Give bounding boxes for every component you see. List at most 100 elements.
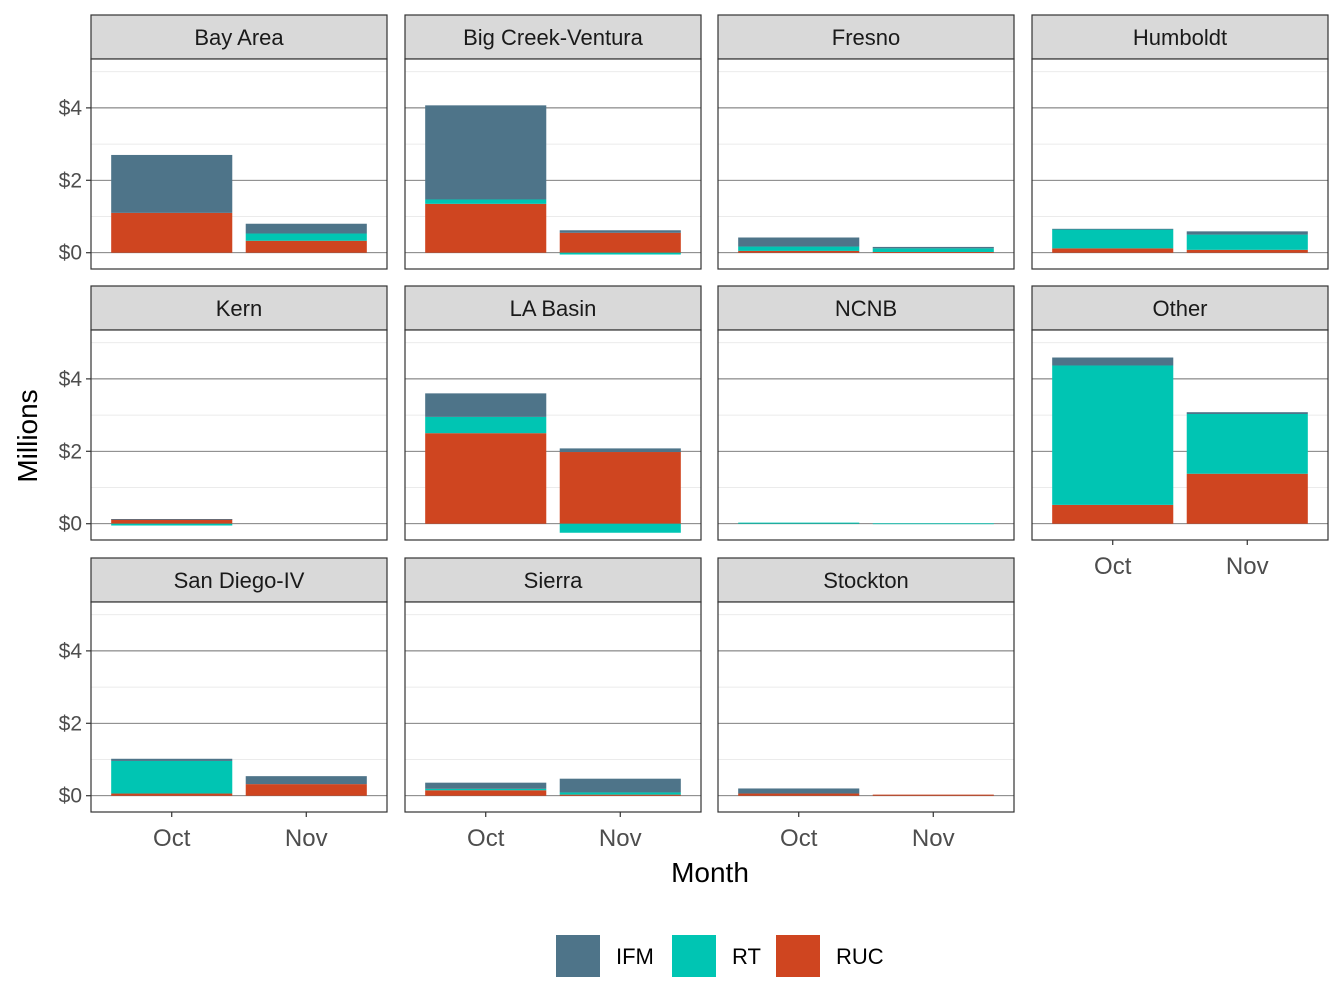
- bar-la-basin-nov-rt: [559, 523, 681, 533]
- bar-bay-area-oct-ruc: [111, 212, 233, 253]
- bar-other-nov-ifm: [1186, 412, 1308, 414]
- panel-border-san-diego-iv: [90, 601, 388, 813]
- strip-label-kern: Kern: [216, 296, 262, 321]
- plot-area-sierra: [405, 602, 701, 812]
- x-tick-label: Oct: [780, 825, 818, 852]
- legend-key-rt: [672, 935, 716, 977]
- legend-label-ruc: RUC: [836, 944, 884, 969]
- bar-humboldt-oct-ifm: [1052, 228, 1174, 230]
- bar-sierra-oct-ifm: [425, 782, 547, 789]
- bar-kern-oct-ifm: [111, 519, 233, 520]
- bar-humboldt-oct-rt: [1052, 229, 1174, 249]
- bar-bay-area-nov-rt: [245, 233, 367, 241]
- bar-ncnb-nov-rt: [872, 523, 994, 525]
- bar-la-basin-nov-ifm: [559, 448, 681, 453]
- strip-label-fresno: Fresno: [832, 25, 900, 50]
- bar-sierra-nov-ruc: [559, 794, 681, 796]
- bar-san-diego-iv-nov-ifm: [245, 776, 367, 785]
- y-tick-label: $4: [59, 368, 83, 391]
- bar-big-creek-ventura-nov-ifm: [559, 230, 681, 233]
- bar-big-creek-ventura-nov-rt: [559, 252, 681, 255]
- strip-fresno: [717, 14, 1015, 60]
- bar-fresno-oct-ruc: [738, 250, 860, 253]
- bar-stockton-nov-ruc: [872, 794, 994, 796]
- strip-label-other: Other: [1152, 296, 1207, 321]
- bar-humboldt-nov-ifm: [1186, 231, 1308, 235]
- y-tick-label: $0: [59, 242, 82, 265]
- strip-la-basin: [404, 285, 702, 331]
- bar-san-diego-iv-oct-ruc: [111, 793, 233, 796]
- strip-label-humboldt: Humboldt: [1133, 25, 1227, 50]
- bar-stockton-oct-ruc: [738, 793, 860, 796]
- legend-key-ruc: [776, 935, 820, 977]
- bar-fresno-nov-rt: [872, 248, 994, 252]
- y-tick-label: $2: [59, 169, 82, 192]
- panel-sierra: Sierra Oct Nov: [404, 557, 702, 852]
- bar-kern-oct-rt: [111, 523, 233, 526]
- panel-border-fresno: [717, 58, 1015, 270]
- panel-border-other: [1031, 329, 1329, 541]
- bar-big-creek-ventura-oct-rt: [425, 199, 547, 204]
- x-tick-label: Oct: [1094, 553, 1132, 580]
- bar-humboldt-nov-ruc: [1186, 249, 1308, 253]
- bar-other-oct-rt: [1052, 365, 1174, 505]
- y-tick-label: $2: [59, 440, 82, 463]
- x-tick-label: Nov: [599, 825, 642, 852]
- y-tick-label: $2: [59, 712, 82, 735]
- plot-area-stockton: [718, 602, 1014, 812]
- strip-humboldt: [1031, 14, 1329, 60]
- y-tick-label: $4: [59, 97, 83, 120]
- bar-bay-area-nov-ruc: [245, 240, 367, 253]
- panel-big-creek-ventura: Big Creek-Ventura: [404, 14, 702, 270]
- strip-label-la-basin: LA Basin: [510, 296, 597, 321]
- bar-fresno-oct-rt: [738, 246, 860, 251]
- bar-other-nov-ruc: [1186, 473, 1308, 524]
- legend-label-ifm: IFM: [616, 944, 654, 969]
- strip-kern: [90, 285, 388, 331]
- panel-border-big-creek-ventura: [404, 58, 702, 270]
- plot-area-kern: [91, 330, 387, 540]
- panel-border-la-basin: [404, 329, 702, 541]
- bar-sierra-nov-rt: [559, 792, 681, 795]
- x-tick-label: Oct: [467, 825, 505, 852]
- facet-panels: Bay Area $0 $2 $4 Big Creek-Ventura Fresno Hum…: [59, 14, 1329, 852]
- bar-big-creek-ventura-oct-ifm: [425, 105, 547, 200]
- strip-stockton: [717, 557, 1015, 603]
- legend-key-ifm: [556, 935, 600, 977]
- bar-sierra-nov-ifm: [559, 778, 681, 793]
- legend: IFM RT RUC: [556, 935, 884, 977]
- bar-humboldt-oct-ruc: [1052, 248, 1174, 253]
- legend-label-rt: RT: [732, 944, 761, 969]
- panel-border-ncnb: [717, 329, 1015, 541]
- panel-ncnb: NCNB: [717, 285, 1015, 541]
- strip-san-diego-iv: [90, 557, 388, 603]
- panel-border-humboldt: [1031, 58, 1329, 270]
- panel-border-stockton: [717, 601, 1015, 813]
- panel-other: Other Oct Nov: [1031, 285, 1329, 580]
- bar-la-basin-oct-ruc: [425, 433, 547, 524]
- strip-sierra: [404, 557, 702, 603]
- strip-bay-area: [90, 14, 388, 60]
- plot-area-ncnb: [718, 330, 1014, 540]
- x-tick-label: Nov: [912, 825, 955, 852]
- strip-label-bay-area: Bay Area: [194, 25, 284, 50]
- panel-stockton: Stockton Oct Nov: [717, 557, 1015, 852]
- strip-label-ncnb: NCNB: [835, 296, 897, 321]
- panel-san-diego-iv: San Diego-IV $0 $2 $4 Oct Nov: [59, 557, 388, 852]
- bar-big-creek-ventura-oct-ruc: [425, 203, 547, 253]
- bar-ncnb-oct-rt: [738, 522, 860, 524]
- bar-big-creek-ventura-nov-ruc: [559, 232, 681, 253]
- x-axis-title: Month: [671, 857, 749, 888]
- bar-bay-area-nov-ifm: [245, 223, 367, 234]
- strip-other: [1031, 285, 1329, 331]
- bar-other-oct-ifm: [1052, 357, 1174, 366]
- panel-border-bay-area: [90, 58, 388, 270]
- panel-border-kern: [90, 329, 388, 541]
- bar-sierra-oct-ruc: [425, 790, 547, 796]
- strip-label-stockton: Stockton: [823, 568, 909, 593]
- panel-la-basin: LA Basin: [404, 285, 702, 541]
- plot-area-fresno: [718, 59, 1014, 269]
- y-tick-label: $0: [59, 785, 82, 808]
- bar-bay-area-oct-ifm: [111, 154, 233, 213]
